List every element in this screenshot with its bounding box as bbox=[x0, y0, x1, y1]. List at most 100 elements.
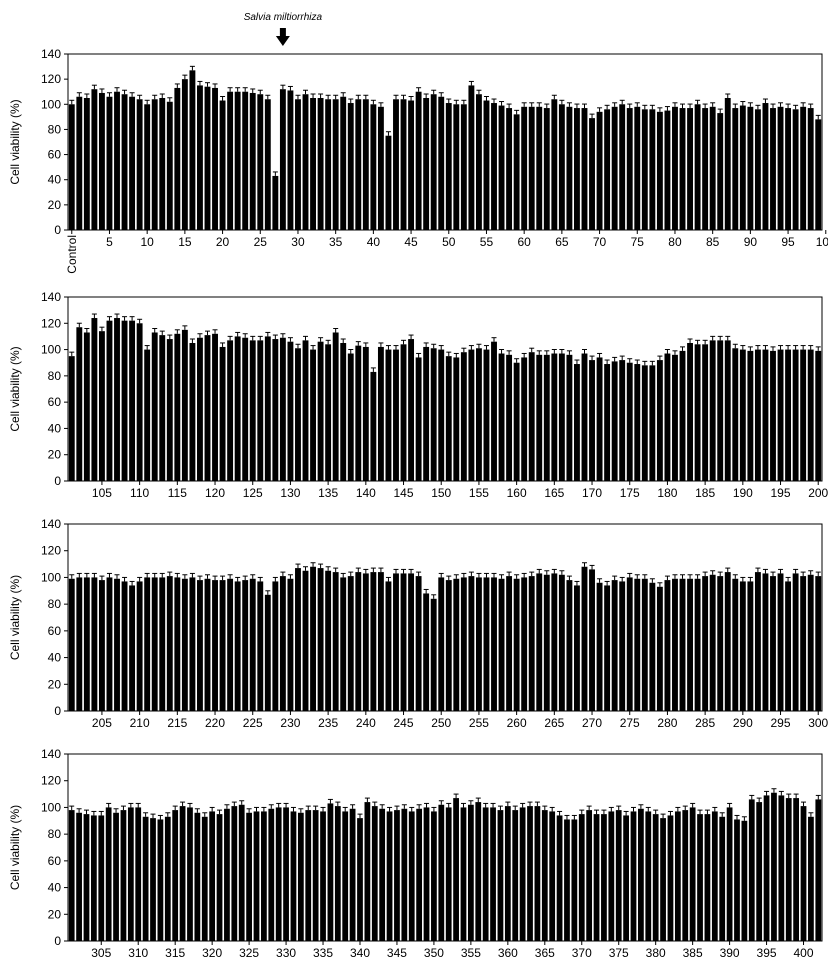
bar bbox=[415, 357, 422, 481]
bar bbox=[257, 581, 264, 711]
x-tick-label: 325 bbox=[239, 946, 259, 959]
salvia-annotation: Salvia miltiorrhiza bbox=[244, 12, 323, 46]
bar bbox=[272, 581, 279, 711]
bar bbox=[800, 106, 807, 230]
plot-frame bbox=[67, 523, 823, 712]
bar bbox=[83, 814, 90, 941]
bar bbox=[483, 100, 490, 230]
x-tick-label: 135 bbox=[318, 486, 338, 500]
x-tick-label: 320 bbox=[202, 946, 222, 959]
bar bbox=[127, 807, 134, 941]
bar bbox=[543, 108, 550, 230]
bar bbox=[504, 806, 511, 941]
bar bbox=[777, 106, 784, 230]
bar bbox=[641, 109, 648, 230]
bar bbox=[68, 356, 75, 481]
bar bbox=[660, 818, 666, 941]
bar bbox=[332, 572, 339, 711]
down-arrow-icon bbox=[275, 28, 290, 46]
bar bbox=[135, 807, 142, 941]
bar bbox=[257, 340, 264, 481]
x-tick-label: 205 bbox=[92, 716, 112, 730]
bar bbox=[717, 113, 724, 230]
bar bbox=[694, 344, 701, 481]
x-tick-label: 285 bbox=[695, 716, 715, 730]
bar bbox=[679, 108, 686, 230]
bar bbox=[702, 576, 709, 711]
bar bbox=[246, 812, 252, 941]
bar bbox=[800, 806, 807, 941]
bar bbox=[445, 580, 452, 711]
bar bbox=[704, 814, 711, 941]
x-tick-label: 230 bbox=[280, 716, 300, 730]
x-tick-label: 310 bbox=[128, 946, 148, 959]
bar bbox=[453, 798, 459, 941]
x-tick-label: 195 bbox=[771, 486, 791, 500]
bar bbox=[197, 580, 203, 711]
x-tick-label: 175 bbox=[620, 486, 640, 500]
x-tick-label: 5 bbox=[106, 235, 113, 249]
bar bbox=[558, 104, 565, 230]
bar bbox=[355, 99, 362, 230]
bar bbox=[370, 104, 377, 230]
bar bbox=[385, 135, 392, 230]
x-tick-label: 40 bbox=[367, 235, 381, 249]
x-tick-label: 80 bbox=[668, 235, 682, 249]
bar bbox=[302, 94, 309, 230]
bar bbox=[310, 98, 316, 230]
y-tick-label: 80 bbox=[48, 827, 62, 841]
bar bbox=[581, 353, 588, 481]
bar bbox=[242, 337, 249, 481]
y-tick-label: 100 bbox=[41, 570, 61, 584]
bar bbox=[687, 343, 693, 481]
y-tick-label: 60 bbox=[48, 148, 62, 162]
x-tick-label: 240 bbox=[356, 716, 376, 730]
bar bbox=[536, 573, 543, 711]
bar bbox=[219, 580, 226, 711]
bar bbox=[498, 105, 505, 230]
bar bbox=[272, 339, 279, 481]
bar bbox=[212, 87, 218, 230]
y-tick-label: 20 bbox=[48, 907, 62, 921]
x-tick-label: 210 bbox=[130, 716, 150, 730]
bar bbox=[611, 361, 618, 481]
bar bbox=[379, 808, 386, 941]
bar bbox=[136, 581, 143, 711]
bar bbox=[574, 108, 580, 230]
y-tick-label: 40 bbox=[48, 421, 62, 435]
bar bbox=[113, 812, 119, 941]
x-tick-label: 190 bbox=[733, 486, 753, 500]
x-tick-label: 145 bbox=[394, 486, 414, 500]
bar bbox=[747, 581, 754, 711]
bar bbox=[549, 811, 556, 941]
bar bbox=[800, 576, 807, 711]
bar bbox=[312, 810, 319, 941]
bar bbox=[423, 593, 430, 711]
bar bbox=[423, 807, 430, 941]
bar bbox=[656, 360, 663, 481]
bar bbox=[327, 803, 334, 941]
bar bbox=[732, 578, 739, 711]
bar bbox=[290, 811, 297, 941]
x-tick-label: 395 bbox=[757, 946, 777, 959]
bar bbox=[739, 349, 746, 481]
bar bbox=[674, 811, 681, 941]
bar bbox=[619, 581, 626, 711]
x-tick-label: 370 bbox=[572, 946, 592, 959]
bar bbox=[626, 362, 633, 481]
x-tick-label: 360 bbox=[498, 946, 518, 959]
bar bbox=[672, 578, 678, 711]
bar bbox=[310, 566, 316, 711]
bar bbox=[630, 811, 637, 941]
bar bbox=[724, 572, 731, 711]
x-tick-label: 340 bbox=[350, 946, 370, 959]
bar bbox=[224, 808, 230, 941]
bar bbox=[521, 577, 528, 711]
x-tick-label: 365 bbox=[535, 946, 555, 959]
y-tick-label: 80 bbox=[48, 597, 62, 611]
bar bbox=[679, 578, 686, 711]
bar bbox=[201, 816, 208, 941]
bar bbox=[151, 332, 158, 481]
bar bbox=[114, 578, 120, 711]
